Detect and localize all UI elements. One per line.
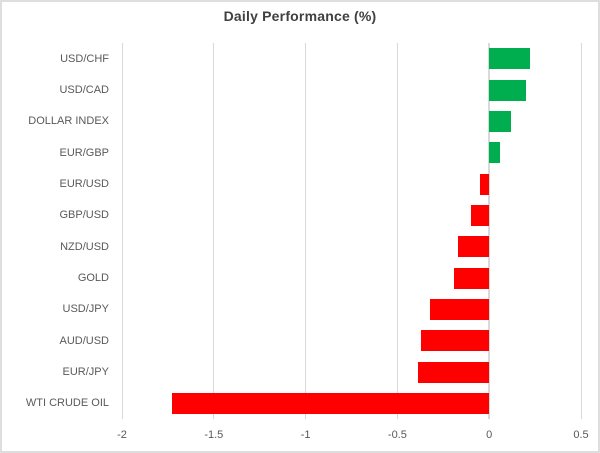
bar-gold xyxy=(454,267,490,289)
gridline--1 xyxy=(305,43,307,419)
category-label-eur-usd: EUR/USD xyxy=(59,178,109,190)
category-label-gold: GOLD xyxy=(77,272,109,284)
category-label-gbp-usd: GBP/USD xyxy=(59,209,109,222)
zero-axis-line xyxy=(488,43,491,419)
bar-eur-usd xyxy=(480,173,490,195)
x-tick-label--1.5: -1.5 xyxy=(204,429,224,441)
x-tick-label-0.5: 0.5 xyxy=(573,429,589,441)
category-label-dollar-index: DOLLAR INDEX xyxy=(28,115,109,128)
category-label-usd-cad: USD/CAD xyxy=(59,84,109,96)
gridline-0.5 xyxy=(580,43,582,419)
bar-usd-cad xyxy=(489,79,526,101)
x-tick-label--1: -1 xyxy=(300,429,311,441)
bar-dollar-index xyxy=(489,110,512,132)
x-tick-label--0.5: -0.5 xyxy=(387,429,407,441)
chart-title: Daily Performance (%) xyxy=(223,8,377,24)
bar-nzd-usd xyxy=(457,236,490,258)
x-tick-label--2: -2 xyxy=(117,429,127,441)
category-label-eur-jpy: EUR/JPY xyxy=(62,366,109,378)
category-label-eur-gbp: EUR/GBP xyxy=(59,146,109,159)
gridline--1.5 xyxy=(213,43,215,419)
bar-gbp-usd xyxy=(470,204,490,226)
category-label-wti-crude-oil: WTI CRUDE OIL xyxy=(25,397,109,410)
gridline--0.5 xyxy=(396,43,398,419)
bar-usd-jpy xyxy=(430,298,490,320)
bar-aud-usd xyxy=(421,330,490,352)
category-label-usd-chf: USD/CHF xyxy=(60,52,109,65)
gridline--2 xyxy=(121,43,123,419)
bar-wti-crude-oil xyxy=(171,392,490,414)
category-label-usd-jpy: USD/JPY xyxy=(62,303,109,316)
x-tick-label-0: 0 xyxy=(486,429,493,441)
category-label-nzd-usd: NZD/USD xyxy=(60,240,109,253)
category-label-aud-usd: AUD/USD xyxy=(59,334,109,347)
bar-eur-jpy xyxy=(417,361,490,383)
bar-eur-gbp xyxy=(489,142,501,164)
bar-usd-chf xyxy=(489,48,530,70)
